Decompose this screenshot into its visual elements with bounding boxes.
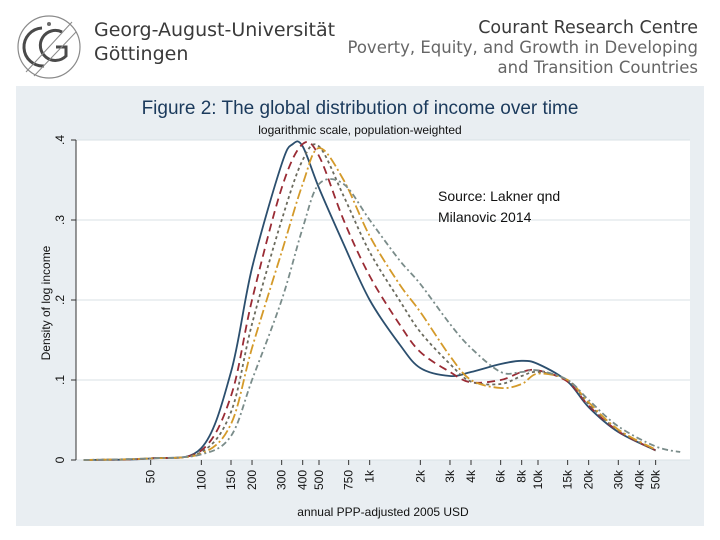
x-tick-label: 20k (582, 469, 596, 489)
centre-line1: Courant Research Centre (478, 18, 698, 38)
series-line-2 (83, 140, 657, 461)
y-axis-label: Density of log income (39, 245, 53, 360)
x-tick-label: 10k (531, 469, 545, 489)
series-line-4 (83, 147, 657, 461)
y-tick-label: 0 (53, 456, 67, 463)
x-tick-label: 6k (494, 469, 508, 483)
x-ticks: 50 100 150 200 300 400 500 750 1k 2k 3k 4k 6k 8k 10k 15… (144, 460, 663, 490)
x-tick-label: 400 (296, 470, 310, 490)
series-lines (83, 140, 681, 461)
x-tick-label: 100 (194, 470, 208, 490)
x-axis-label: annual PPP-adjusted 2005 USD (297, 505, 469, 519)
y-tick-label: .3 (53, 215, 67, 225)
research-centre-name: Courant Research Centre Poverty, Equity,… (347, 18, 698, 78)
header: Georg-August-Universität Göttingen Coura… (0, 0, 720, 86)
x-tick-label: 40k (632, 469, 646, 489)
x-tick-label: 2k (413, 469, 427, 483)
university-name: Georg-August-Universität Göttingen (94, 18, 335, 66)
x-tick-label: 50 (144, 470, 158, 484)
university-name-line2: Göttingen (94, 43, 189, 65)
x-tick-label: 500 (312, 470, 326, 490)
chart-title: Figure 2: The global distribution of inc… (141, 98, 579, 119)
series-line-3 (83, 143, 657, 461)
x-tick-label: 1k (363, 469, 377, 483)
x-tick-label: 300 (275, 470, 289, 490)
source-note-line1: Source: Lakner qnd (438, 188, 561, 204)
source-note-line2: Milanovic 2014 (438, 209, 532, 225)
centre-line3: and Transition Countries (497, 58, 698, 77)
y-ticks: 0 .1 .2 .3 .4 (53, 135, 76, 463)
x-tick-label: 30k (611, 469, 625, 489)
series-line-1 (83, 140, 657, 461)
x-tick-label: 15k (561, 469, 575, 489)
x-tick-label: 3k (443, 469, 457, 483)
series-line-5 (83, 178, 681, 461)
chart-subtitle: logarithmic scale, population-weighted (258, 123, 462, 137)
x-tick-label: 150 (224, 470, 238, 490)
x-tick-label: 8k (515, 469, 529, 483)
x-tick-label: 200 (245, 470, 259, 490)
x-tick-label: 750 (342, 470, 356, 490)
university-name-line1: Georg-August-Universität (94, 19, 336, 41)
university-seal-logo (17, 15, 81, 79)
source-note: Source: Lakner qnd Milanovic 2014 (438, 186, 628, 228)
centre-line2: Poverty, Equity, and Growth in Developin… (347, 38, 698, 57)
y-tick-label: .2 (53, 295, 67, 305)
y-tick-label: .4 (53, 135, 67, 145)
y-tick-label: .1 (53, 375, 67, 385)
x-tick-label: 50k (649, 469, 663, 489)
x-tick-label: 4k (464, 469, 478, 483)
